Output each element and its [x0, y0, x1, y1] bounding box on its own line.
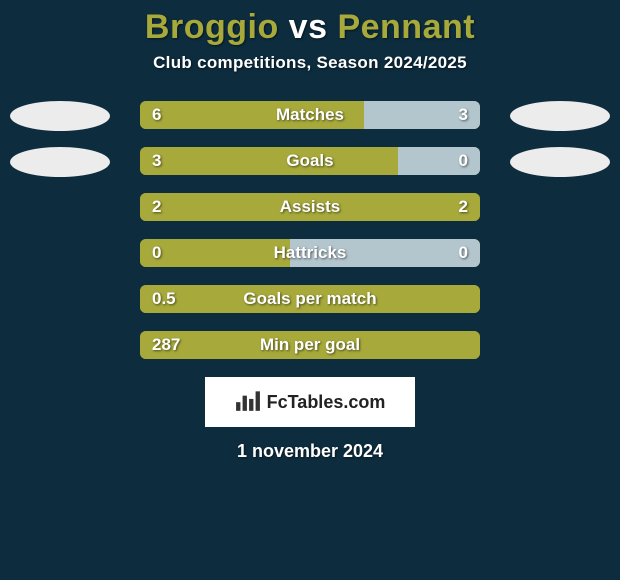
- date-label: 1 november 2024: [0, 441, 620, 462]
- stat-row: 00Hattricks: [0, 239, 620, 267]
- player1-name: Broggio: [145, 8, 279, 46]
- metric-label: Min per goal: [140, 331, 480, 359]
- player-placeholder-oval: [10, 147, 110, 177]
- stat-row: 0.5Goals per match: [0, 285, 620, 313]
- metric-label: Assists: [140, 193, 480, 221]
- player2-name: Pennant: [337, 8, 475, 46]
- comparison-title: Broggio vs Pennant: [0, 0, 620, 47]
- player-placeholder-oval: [510, 147, 610, 177]
- metric-label: Matches: [140, 101, 480, 129]
- player-placeholder-oval: [510, 101, 610, 131]
- metric-label: Goals per match: [140, 285, 480, 313]
- metric-label: Goals: [140, 147, 480, 175]
- vs-label: vs: [289, 8, 328, 46]
- player-placeholder-oval: [10, 101, 110, 131]
- stat-row: 287Min per goal: [0, 331, 620, 359]
- watermark: FcTables.com: [205, 377, 415, 427]
- subtitle: Club competitions, Season 2024/2025: [0, 53, 620, 73]
- stat-row: 22Assists: [0, 193, 620, 221]
- bar-chart-icon: [235, 389, 261, 416]
- watermark-text: FcTables.com: [267, 392, 386, 413]
- comparison-chart: 63Matches30Goals22Assists00Hattricks0.5G…: [0, 101, 620, 359]
- metric-label: Hattricks: [140, 239, 480, 267]
